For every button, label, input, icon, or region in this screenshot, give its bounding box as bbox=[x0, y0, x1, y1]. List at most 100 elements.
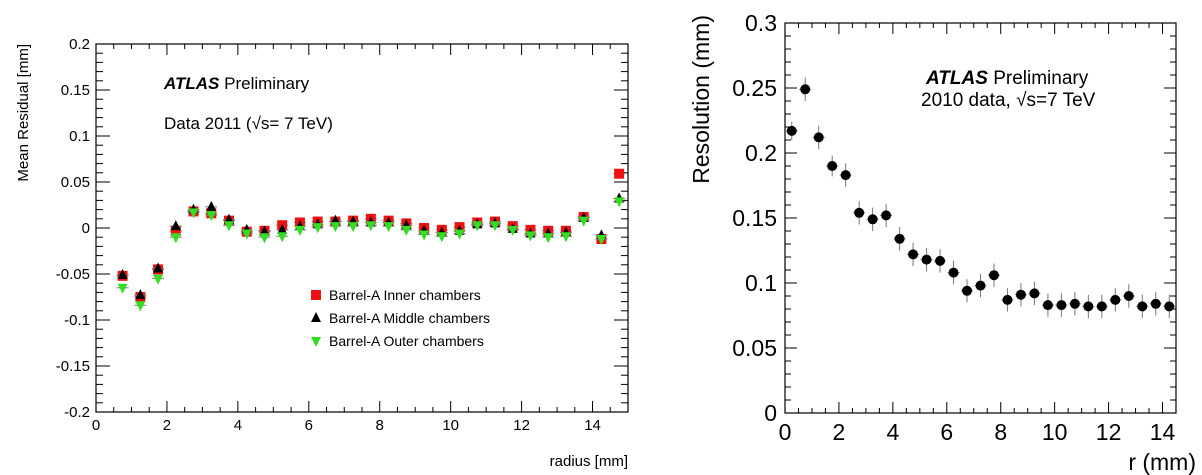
data-point bbox=[854, 207, 865, 218]
x-tick-label: 2 bbox=[163, 417, 171, 434]
data-point bbox=[365, 221, 376, 232]
data-point bbox=[117, 268, 128, 279]
x-tick-label: 6 bbox=[940, 419, 953, 445]
data-point bbox=[1110, 294, 1121, 305]
data-point bbox=[614, 197, 625, 208]
data-point bbox=[1056, 300, 1067, 311]
y-tick-label: 0.15 bbox=[61, 82, 90, 99]
y-tick-label: 0 bbox=[82, 220, 90, 237]
data-point bbox=[881, 210, 892, 221]
series-triangle-down bbox=[116, 197, 626, 312]
data-point bbox=[330, 222, 341, 233]
atlas-label: ATLAS Preliminary bbox=[163, 74, 310, 93]
data-point bbox=[867, 214, 878, 225]
atlas-label: ATLAS Preliminary bbox=[925, 68, 1089, 89]
data-point bbox=[975, 280, 986, 291]
y-tick-label: 0.1 bbox=[745, 270, 777, 296]
data-point bbox=[908, 249, 919, 260]
data-point bbox=[1069, 298, 1080, 309]
data-point bbox=[419, 230, 430, 241]
data-point bbox=[188, 208, 199, 219]
legend-marker bbox=[311, 290, 321, 300]
data-point bbox=[525, 231, 536, 242]
x-tick-label: 6 bbox=[305, 417, 313, 434]
y-tick-label: 0.3 bbox=[745, 10, 777, 36]
data-point bbox=[259, 225, 270, 236]
data-point bbox=[153, 274, 164, 285]
data-point bbox=[786, 125, 797, 136]
data-point bbox=[1015, 289, 1026, 300]
data-point bbox=[1150, 298, 1161, 309]
data-point bbox=[224, 221, 234, 232]
data-point bbox=[800, 84, 811, 95]
data-point bbox=[170, 233, 181, 244]
data-point bbox=[312, 223, 323, 234]
data-point bbox=[1083, 301, 1094, 312]
legend-entry: Barrel-A Middle chambers bbox=[329, 310, 490, 326]
data-point bbox=[1042, 300, 1053, 311]
data-point bbox=[224, 213, 234, 224]
x-tick-label: 0 bbox=[92, 417, 100, 434]
data-point bbox=[596, 235, 607, 246]
y-tick-label: -0.05 bbox=[56, 266, 90, 283]
data-point bbox=[454, 229, 465, 240]
data-point bbox=[1137, 301, 1148, 312]
data-point bbox=[614, 168, 625, 179]
data-label: Data 2011 (√s= 7 TeV) bbox=[164, 114, 333, 133]
x-tick-label: 4 bbox=[886, 419, 899, 445]
x-tick-label: 12 bbox=[1096, 419, 1122, 445]
data-point bbox=[277, 223, 288, 234]
y-tick-label: 0.25 bbox=[732, 75, 777, 101]
data-point bbox=[840, 170, 851, 181]
data-point bbox=[170, 220, 181, 231]
data-point bbox=[206, 200, 217, 211]
data-point bbox=[935, 255, 946, 266]
data-point bbox=[1029, 288, 1040, 299]
data-point bbox=[348, 222, 359, 233]
legend-marker bbox=[311, 337, 321, 347]
data-point bbox=[330, 214, 341, 225]
legend-marker bbox=[311, 312, 321, 322]
data-point bbox=[383, 222, 394, 233]
data-point bbox=[1002, 294, 1013, 305]
data-point bbox=[578, 216, 589, 227]
x-tick-label: 8 bbox=[376, 417, 384, 434]
data-point bbox=[813, 132, 824, 143]
data-point bbox=[135, 301, 146, 312]
data-point bbox=[1164, 301, 1175, 312]
chart-mean-residual: 0 2 4 6 8 10 12 14 -0.2 -0.15 -0.1 -0.05 0 0.05 0.1 0.1… bbox=[15, 36, 629, 470]
data-point bbox=[827, 161, 838, 171]
x-tick-label: 14 bbox=[1150, 419, 1176, 445]
x-tick-label: 4 bbox=[234, 417, 242, 434]
y-tick-label: -0.15 bbox=[56, 358, 90, 375]
data-label: 2010 data, √s=7 TeV bbox=[921, 90, 1096, 111]
data-point bbox=[241, 229, 252, 240]
x-tick-label: 10 bbox=[442, 417, 459, 434]
y-tick-label: 0.2 bbox=[69, 36, 90, 53]
data-point bbox=[894, 233, 905, 244]
data-point bbox=[948, 267, 959, 278]
x-tick-label: 10 bbox=[1042, 419, 1068, 445]
data-point bbox=[153, 262, 164, 273]
y-tick-label: 0.05 bbox=[732, 335, 777, 361]
y-tick-label: 0.1 bbox=[69, 128, 90, 145]
legend-entry: Barrel-A Inner chambers bbox=[329, 287, 481, 303]
data-point bbox=[294, 225, 305, 236]
x-tick-label: 0 bbox=[779, 419, 792, 445]
data-point bbox=[507, 225, 518, 236]
data-point bbox=[206, 211, 217, 222]
y-tick-label: -0.2 bbox=[64, 404, 90, 421]
y-tick-label: -0.1 bbox=[64, 312, 90, 329]
data-point bbox=[543, 233, 554, 244]
y-tick-label: 0.05 bbox=[61, 174, 90, 191]
data-point bbox=[560, 232, 571, 243]
x-axis-label: r (mm) bbox=[1128, 449, 1196, 475]
x-axis-label: radius [mm] bbox=[550, 453, 628, 470]
data-point bbox=[277, 232, 288, 243]
data-point bbox=[921, 254, 932, 265]
data-point bbox=[401, 225, 412, 236]
x-tick-label: 12 bbox=[513, 417, 530, 434]
y-axis-label: Resolution (mm) bbox=[688, 15, 714, 184]
data-point bbox=[472, 221, 483, 232]
